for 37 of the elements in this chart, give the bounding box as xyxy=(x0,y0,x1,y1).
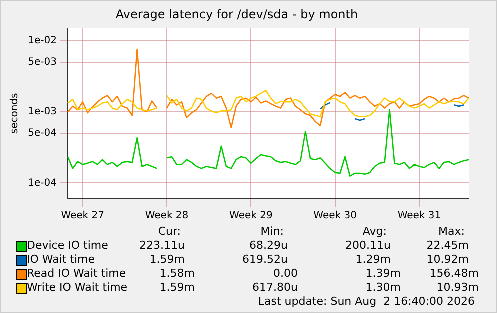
x-tick-label: Week 30 xyxy=(314,210,357,222)
text: 0.00 xyxy=(274,267,298,280)
text: Min: xyxy=(260,225,284,238)
y-tick-label: 5e-03 xyxy=(28,56,57,68)
legend-label: IO Wait time xyxy=(27,253,96,266)
x-tick-label: Week 28 xyxy=(145,210,189,222)
text: 200.11u xyxy=(346,239,391,252)
x-tick-label: Week 29 xyxy=(230,210,273,222)
chart-title: Average latency for /dev/sda - by month xyxy=(116,7,358,22)
y-tick-label: 1e-02 xyxy=(28,36,57,47)
text: Avg: xyxy=(362,225,387,238)
text: 1.39m xyxy=(366,267,401,280)
text: Cur: xyxy=(158,225,181,238)
text: 1.58m xyxy=(160,267,195,280)
y-axis-title: seconds xyxy=(10,93,21,134)
text: 156.48m xyxy=(430,267,479,280)
x-tick-label: Week 27 xyxy=(61,210,105,222)
text: 68.29u xyxy=(250,239,288,252)
text: 223.11u xyxy=(140,239,185,252)
text: 1.30m xyxy=(366,281,401,294)
legend-label: Read IO Wait time xyxy=(27,267,126,280)
text: Last update: Sun Aug 2 16:40:00 2026 xyxy=(258,295,475,308)
x-tick-label: Week 31 xyxy=(398,210,442,222)
text: 22.45m xyxy=(426,239,469,252)
legend-label: Device IO time xyxy=(27,239,108,252)
text: 10.93m xyxy=(436,281,479,294)
text: 10.92m xyxy=(426,253,469,266)
text: 1.59m xyxy=(160,281,195,294)
y-tick-label: 1e-04 xyxy=(28,178,57,189)
legend-label: Write IO Wait time xyxy=(27,281,128,294)
text: 617.80u xyxy=(252,281,298,294)
text: 619.52u xyxy=(242,253,288,266)
y-tick-label: 5e-04 xyxy=(28,128,57,140)
text: Max: xyxy=(438,225,465,238)
text: 1.59m xyxy=(150,253,185,266)
text: 1.29m xyxy=(356,253,391,266)
y-tick-label: 1e-03 xyxy=(28,106,57,118)
